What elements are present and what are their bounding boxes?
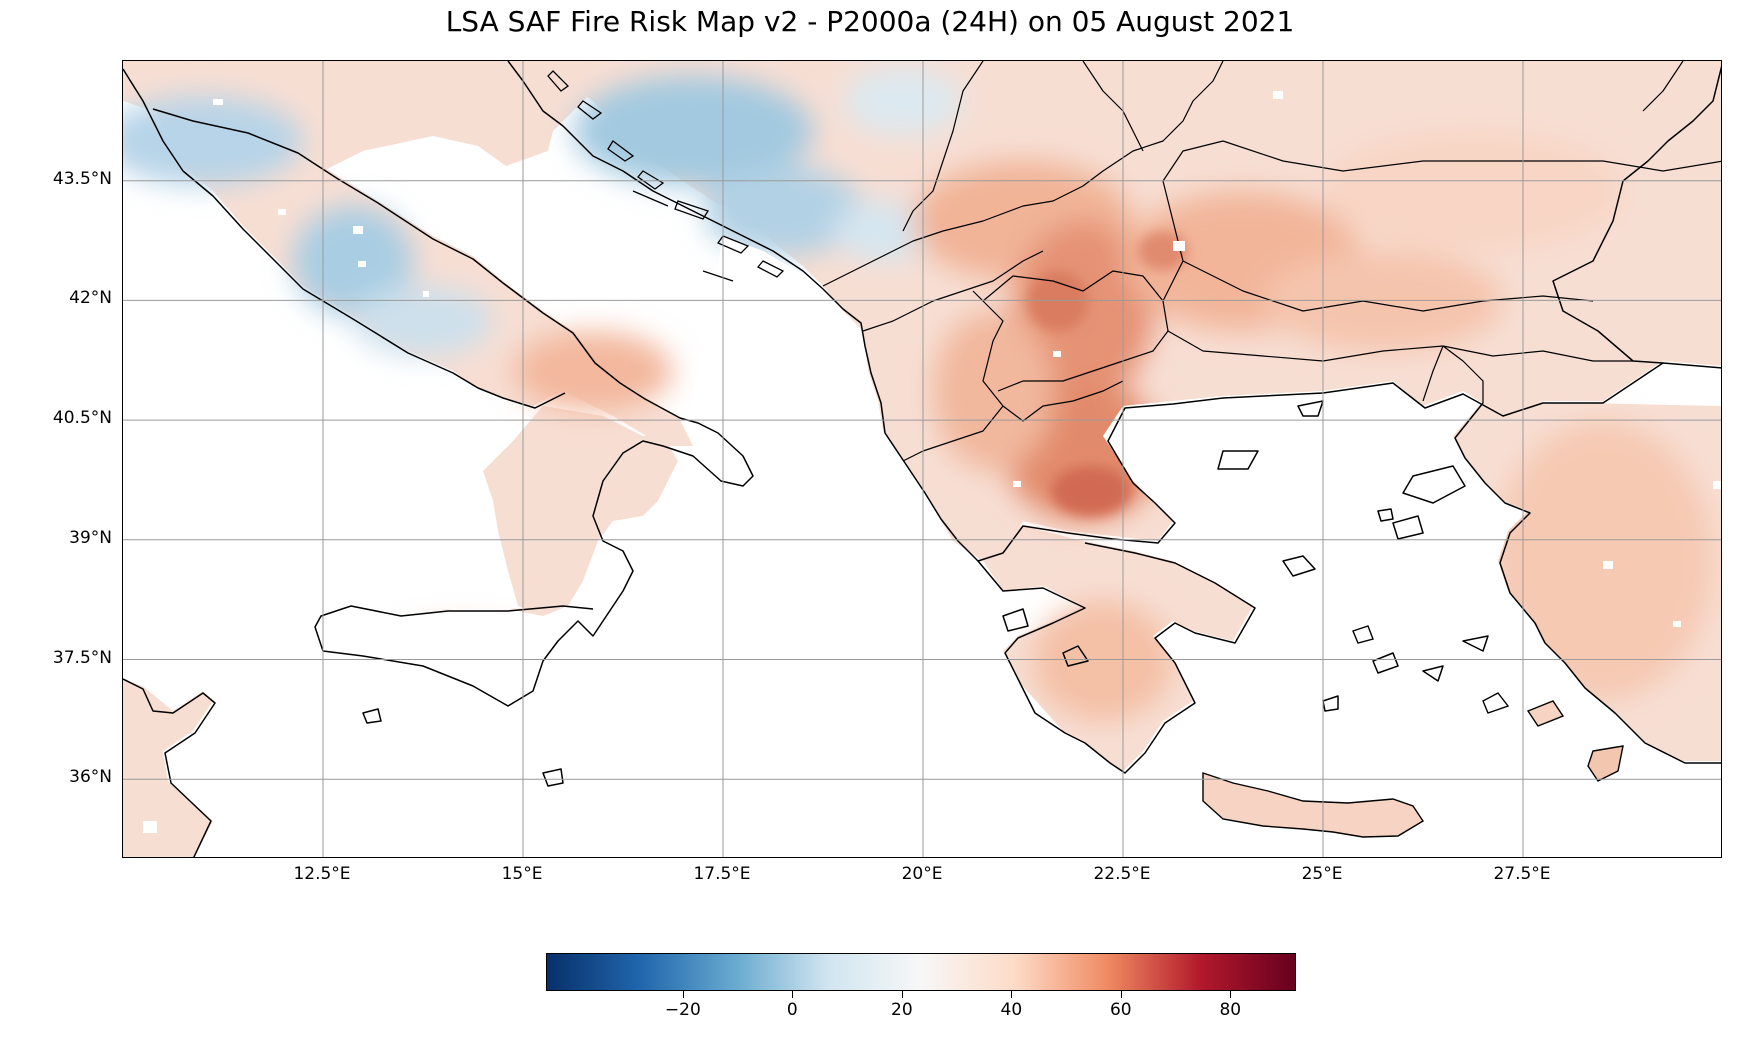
longitude-tick-label: 20°E: [901, 864, 943, 884]
colorbar-tick: [792, 991, 794, 998]
colorbar-tick-label: 60: [1109, 1000, 1132, 1020]
islands: [1202, 625, 1624, 838]
colorbar-tick-label: −20: [664, 1000, 701, 1020]
latitude-tick-label: 40.5°N: [52, 408, 112, 429]
longitude-tick-label: 17.5°E: [693, 864, 751, 884]
longitude-tick-label: 25°E: [1301, 864, 1343, 884]
colorbar-tick: [682, 991, 684, 998]
colorbar-tick-label: 80: [1219, 1000, 1242, 1020]
sea-mask: [123, 236, 1721, 857]
graticule: [123, 61, 1721, 857]
latitude-tick-label: 39°N: [69, 527, 112, 548]
coastlines: [123, 61, 1721, 857]
longitude-tick-label: 15°E: [501, 864, 543, 884]
latitude-tick-label: 43.5°N: [52, 168, 112, 189]
adriatic-islands: [547, 70, 785, 282]
longitude-tick-label: 27.5°E: [1493, 864, 1551, 884]
colorbar-tick-label: 20: [891, 1000, 913, 1020]
colorbar-tick: [901, 991, 903, 998]
longitude-tick-label: 12.5°E: [293, 864, 351, 884]
latitude-tick-label: 36°N: [69, 767, 112, 788]
colorbar-tick-label: 0: [786, 1000, 798, 1020]
colorbar-tick: [1011, 991, 1013, 998]
colorbar: [546, 953, 1296, 991]
fire-risk-map: [123, 61, 1721, 857]
longitude-tick-label: 22.5°E: [1093, 864, 1151, 884]
country-borders: [822, 61, 1721, 462]
latitude-tick-label: 37.5°N: [52, 647, 112, 668]
map-title: LSA SAF Fire Risk Map v2 - P2000a (24H) …: [445, 5, 1295, 38]
colorbar-tick: [1230, 991, 1232, 998]
map-panel: [122, 60, 1722, 858]
no-data-pixels: [143, 91, 1721, 833]
colorbar-tick-label: 40: [1000, 1000, 1023, 1020]
colorbar-tick: [1120, 991, 1122, 998]
latitude-tick-label: 42°N: [69, 288, 112, 309]
